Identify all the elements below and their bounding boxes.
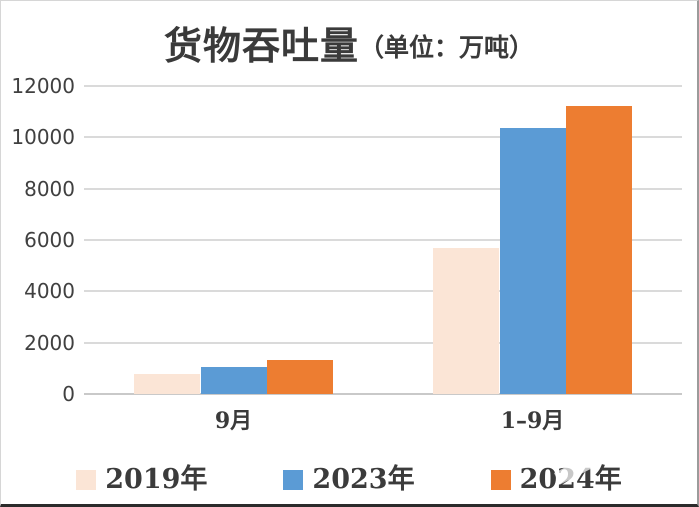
legend-swatch [76,470,97,490]
x-category-label: 9月 [214,408,253,434]
chart-title-unit: （单位：万吨） [359,33,535,62]
y-tick-label: 10000 [11,125,75,150]
gridline-6000 [84,239,682,241]
bar-2019年-9月 [134,374,200,394]
y-tick-label: 4000 [24,279,75,304]
y-tick-label: 2000 [24,330,75,355]
chart-title-text: 货物吞吐量 [163,23,359,68]
gridline-12000 [84,85,682,87]
gridline-8000 [84,187,682,190]
legend-label: 2023年 [312,464,415,495]
gridline-2000 [84,341,682,344]
legend-item-2024年: 2024年 [490,464,622,495]
bar-2023年-9月 [200,366,267,394]
gridline-0 [84,393,682,395]
plot-area [84,85,682,395]
legend-item-2019年: 2019年 [76,465,207,495]
bar-2024年-1–9月 [566,105,632,394]
legend-swatch [490,470,511,490]
bar-2019年-1–9月 [433,247,499,394]
gridline-4000 [84,290,682,293]
y-tick-label: 6000 [24,228,75,252]
legend-swatch [283,470,304,490]
legend: 2019年 2023年 2024年 [1,465,697,495]
legend-item-2023年: 2023年 [283,464,415,495]
y-tick-label: 0 [62,382,75,406]
legend-label: 2024年 [519,464,622,495]
legend-label: 2019年 [105,464,208,495]
chart-title: 货物吞吐量（单位：万吨） [1,15,697,70]
y-tick-label: 8000 [24,176,75,201]
x-category-label: 1–9月 [500,408,565,434]
gridline-10000 [84,136,682,139]
y-tick-label: 12000 [11,74,75,98]
bar-2024年-9月 [267,360,333,394]
bar-2023年-1–9月 [499,128,566,394]
